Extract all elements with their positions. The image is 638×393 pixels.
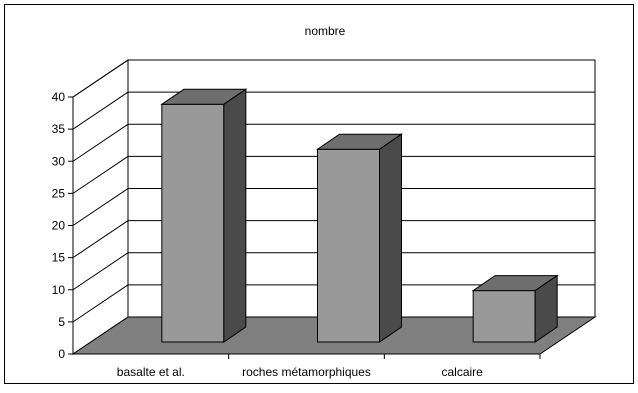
bar-side bbox=[223, 88, 247, 343]
y-tick-label: 5 bbox=[58, 315, 65, 329]
y-tick-label: 40 bbox=[52, 90, 66, 104]
gridline bbox=[72, 155, 595, 194]
y-tick-label: 35 bbox=[52, 122, 66, 136]
gridline bbox=[72, 284, 595, 323]
y-tick-label: 25 bbox=[52, 186, 66, 200]
gridline bbox=[72, 91, 595, 130]
y-tick-label: 0 bbox=[58, 347, 65, 361]
y-tick-label: 20 bbox=[52, 219, 66, 233]
x-tick-label: basalte et al. bbox=[117, 365, 185, 379]
gridline bbox=[72, 59, 595, 98]
y-tick-label: 30 bbox=[52, 154, 66, 168]
gridline bbox=[72, 123, 595, 162]
bar bbox=[317, 148, 380, 343]
y-tick-label: 15 bbox=[52, 251, 66, 265]
bar-side bbox=[379, 133, 402, 343]
x-tick-label: roches métamorphiques bbox=[242, 365, 371, 379]
bar bbox=[472, 290, 536, 343]
y-tick-label: 10 bbox=[52, 283, 66, 297]
gridline bbox=[72, 188, 595, 226]
gridline bbox=[72, 220, 595, 259]
chart-title: nombre bbox=[305, 24, 346, 38]
x-tick-label: calcaire bbox=[441, 365, 483, 379]
plot-area: 0 5 10 15 20 25 30 35 40 basalte et al. roches mét… bbox=[52, 59, 597, 379]
bar-side bbox=[534, 274, 558, 343]
gridline bbox=[72, 252, 595, 291]
bar bbox=[161, 103, 225, 343]
